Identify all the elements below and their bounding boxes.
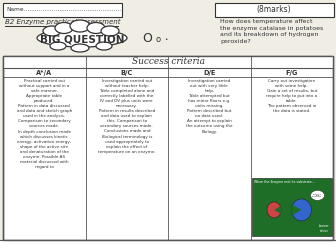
Text: Investigation carried out
without teacher help.
Table completed alone and
correc: Investigation carried out without teache… <box>98 79 156 154</box>
Ellipse shape <box>55 22 73 34</box>
Ellipse shape <box>291 199 311 221</box>
Text: B/C: B/C <box>121 70 133 76</box>
Bar <box>3 56 333 68</box>
FancyBboxPatch shape <box>2 3 122 16</box>
Text: BIG QUESTION: BIG QUESTION <box>40 34 124 44</box>
Text: Name....................................................: Name....................................… <box>6 7 121 12</box>
Text: D/E: D/E <box>203 70 215 76</box>
Wedge shape <box>291 205 301 215</box>
Ellipse shape <box>43 26 61 36</box>
Text: Investigation carried
out with very little
help.
Table attempted but
has minor f: Investigation carried out with very litt… <box>186 79 233 134</box>
Text: B2 Enzyme practical assessment: B2 Enzyme practical assessment <box>5 19 121 25</box>
Bar <box>3 56 333 240</box>
Text: O: O <box>142 32 152 45</box>
Text: o: o <box>156 35 161 44</box>
Bar <box>3 56 333 240</box>
Ellipse shape <box>310 191 325 200</box>
Text: Carry out investigation
with some help.
Gain a set of results, but
require help : Carry out investigation with some help. … <box>266 79 317 113</box>
FancyBboxPatch shape <box>214 3 334 16</box>
Text: A*/A: A*/A <box>36 70 52 76</box>
Ellipse shape <box>87 22 105 34</box>
Ellipse shape <box>50 42 66 50</box>
Ellipse shape <box>96 42 112 50</box>
Bar <box>252 178 332 236</box>
Text: Practical carried out
without support and in a
safe manner.
Appropriate table
pr: Practical carried out without support an… <box>16 79 72 169</box>
Text: (8marks): (8marks) <box>257 5 291 14</box>
Text: How does temperature affect
the enzyme catalase in potatoes
and its breakdown of: How does temperature affect the enzyme c… <box>220 19 323 44</box>
Text: F/G: F/G <box>286 70 298 76</box>
Bar <box>0 240 336 252</box>
Text: When the Enzyme met its substrate...: When the Enzyme met its substrate... <box>253 180 314 184</box>
Ellipse shape <box>37 29 127 47</box>
Text: Enzyme
and
substrate: Enzyme and substrate <box>312 194 323 197</box>
Wedge shape <box>274 206 281 213</box>
Text: •: • <box>164 38 168 43</box>
Text: Success criteria: Success criteria <box>131 57 205 67</box>
Ellipse shape <box>71 44 89 52</box>
Ellipse shape <box>267 202 281 218</box>
Text: Learner
advice: Learner advice <box>319 224 329 233</box>
Ellipse shape <box>70 20 90 32</box>
Ellipse shape <box>101 26 119 36</box>
